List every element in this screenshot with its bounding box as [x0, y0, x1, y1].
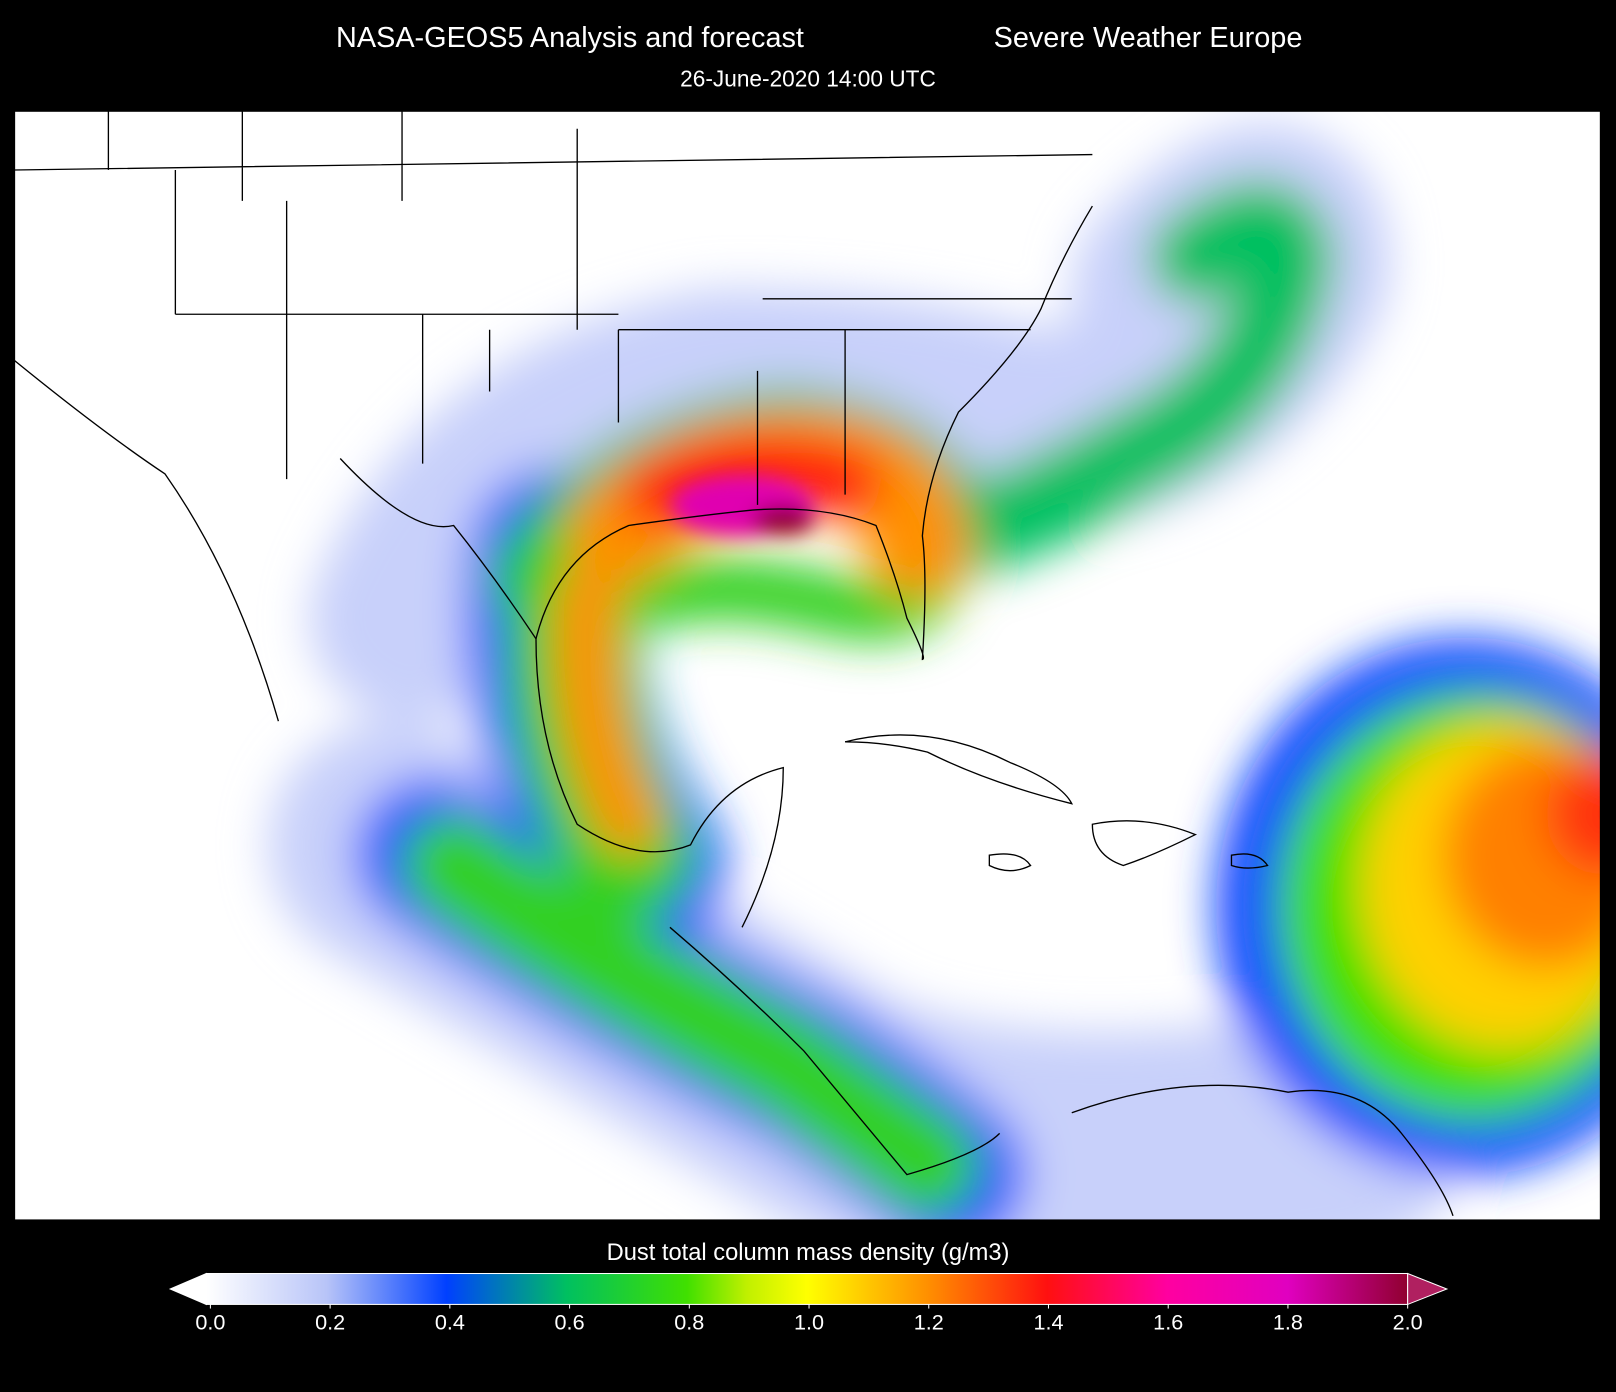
- tick-label: 1.8: [1273, 1310, 1303, 1335]
- tick-label: 1.2: [914, 1310, 944, 1335]
- map-frame: [14, 110, 1601, 1221]
- dust-core: [669, 473, 815, 536]
- colorbar-under: [168, 1272, 207, 1306]
- tick-label: 0.8: [674, 1310, 704, 1335]
- colorbar: [205, 1272, 1409, 1305]
- tick-label: 0.2: [315, 1310, 345, 1335]
- title: NASA-GEOS5 Analysis and forecast: [336, 22, 804, 54]
- colorbar-label: Dust total column mass density (g/m3): [607, 1240, 1010, 1266]
- tick-label: 1.4: [1033, 1310, 1063, 1335]
- dust-field: [268, 123, 1601, 1220]
- coastlines: [14, 111, 1454, 1217]
- date: 26-June-2020 14:00 UTC: [680, 65, 936, 91]
- tick-label: 0.4: [435, 1310, 465, 1335]
- colorbar-ticks: 0.0 0.2 0.4 0.6 0.8 1.0 1.2 1.4 1.6 1.8 2.0: [195, 1304, 1423, 1335]
- source: Severe Weather Europe: [994, 22, 1303, 54]
- map: [14, 111, 1601, 1220]
- tick-label: 2.0: [1393, 1310, 1423, 1335]
- tick-label: 1.0: [794, 1310, 824, 1335]
- tick-label: 0.0: [195, 1310, 225, 1335]
- colorbar-over: [1407, 1272, 1449, 1306]
- tick-label: 0.6: [555, 1310, 585, 1335]
- tick-label: 1.6: [1153, 1310, 1183, 1335]
